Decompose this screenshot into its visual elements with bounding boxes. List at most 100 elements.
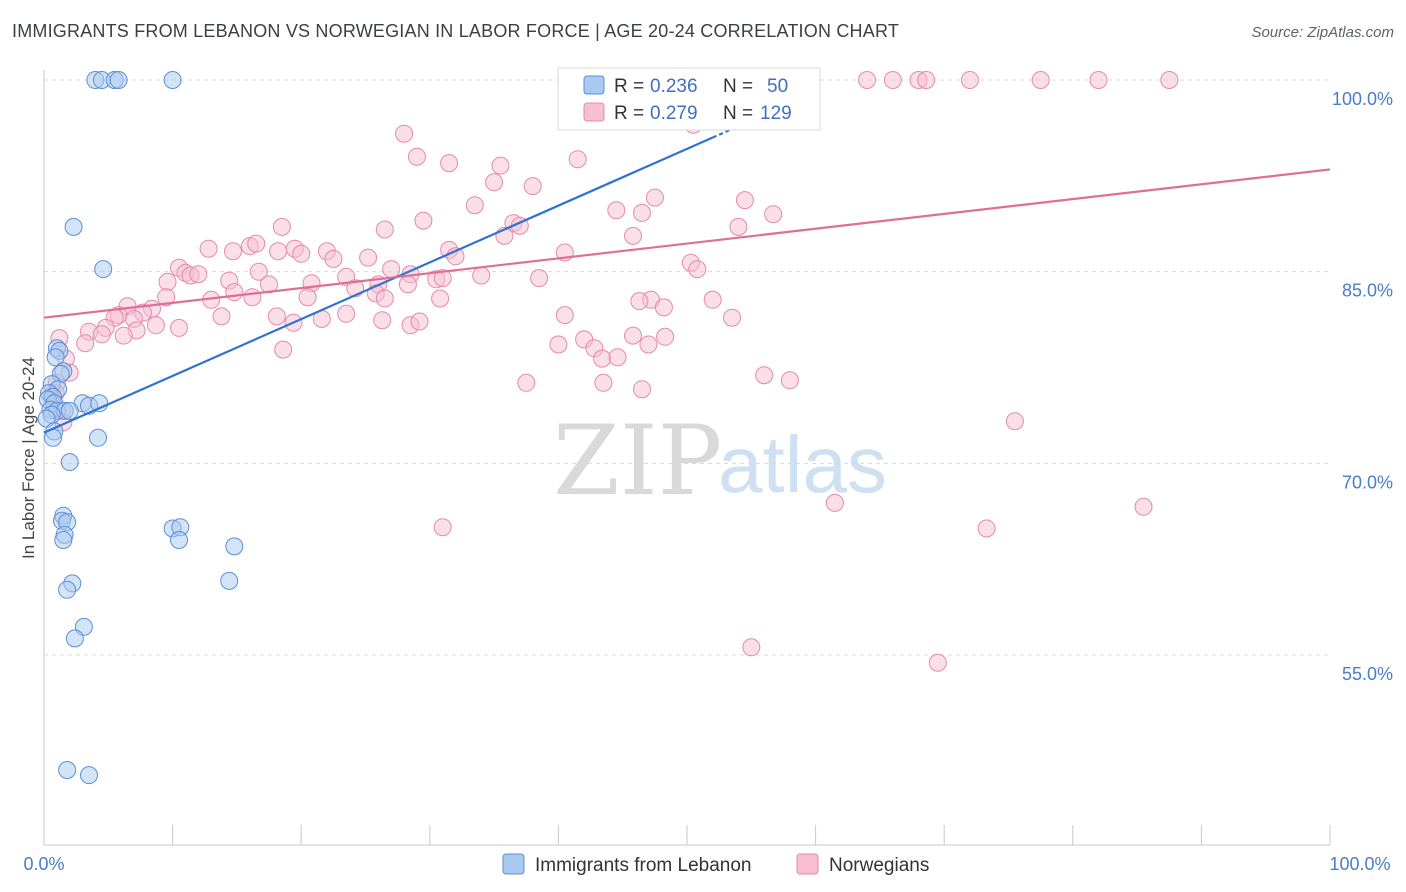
watermark-atlas: atlas xyxy=(718,420,887,509)
norwegians-point xyxy=(630,292,649,311)
stats-box: R = 0.236 N = 50 R = 0.279 N = 129 xyxy=(557,67,821,131)
stats-n-label-norwegians: N = xyxy=(723,103,753,124)
norwegians-point xyxy=(633,203,651,222)
stats-r-label-norwegians: R = xyxy=(614,103,644,124)
norwegians-point xyxy=(433,269,452,288)
norwegians-point xyxy=(92,325,111,344)
lebanon-point xyxy=(163,71,182,89)
norwegians-point xyxy=(224,242,242,261)
norwegians-point xyxy=(373,311,392,330)
norwegians-point xyxy=(491,156,510,175)
norwegians-point xyxy=(382,260,401,279)
norwegians-point xyxy=(594,373,613,392)
norwegians-point xyxy=(247,234,266,253)
norwegians-point xyxy=(170,318,188,337)
stats-n-label-lebanon: N = xyxy=(723,76,753,97)
y-axis-label: In Labor Force | Age 20-24 xyxy=(19,357,38,559)
norwegians-point xyxy=(928,653,947,672)
norwegians-point xyxy=(858,71,876,89)
norwegians-point xyxy=(1005,412,1024,431)
norwegians-point xyxy=(729,217,748,236)
norwegians-point xyxy=(1134,497,1153,516)
lebanon-point xyxy=(65,629,84,648)
lebanon-point xyxy=(46,348,65,367)
norwegians-point xyxy=(633,380,651,399)
norwegians-point xyxy=(212,307,231,326)
norwegians-point xyxy=(267,307,286,326)
lebanon-point xyxy=(60,453,79,472)
x-tick-label-0: 0.0% xyxy=(23,854,64,874)
stats-n-value-lebanon: 50 xyxy=(767,76,788,97)
y-tick-label-100: 100.0% xyxy=(1332,89,1393,109)
lebanon-point xyxy=(220,571,239,590)
norwegians-point xyxy=(568,150,587,169)
lebanon-points xyxy=(37,71,244,785)
stats-n-value-norwegians: 129 xyxy=(760,103,792,124)
norwegians-point xyxy=(243,288,262,307)
norwegians-point xyxy=(433,518,452,537)
norwegians-point xyxy=(375,220,394,239)
norwegians-point xyxy=(977,519,996,538)
norwegians-points xyxy=(42,71,1179,672)
legend-label-lebanon: Immigrants from Lebanon xyxy=(535,855,752,876)
x-axis-ticks xyxy=(43,825,1331,845)
norwegians-point xyxy=(607,201,626,220)
norwegians-point xyxy=(189,265,208,284)
trend-line-norwegians xyxy=(43,168,1331,319)
lebanon-point xyxy=(89,428,107,447)
norwegians-point xyxy=(274,340,293,359)
norwegians-point xyxy=(260,275,278,294)
norwegians-point xyxy=(337,304,356,323)
norwegians-point xyxy=(555,306,574,325)
norwegians-point xyxy=(624,326,642,345)
norwegians-point xyxy=(158,272,177,291)
stats-r-label-lebanon: R = xyxy=(614,76,644,97)
norwegians-point xyxy=(1089,71,1108,89)
norwegians-point xyxy=(375,289,394,308)
norwegians-point xyxy=(395,124,414,143)
lebanon-point xyxy=(64,217,83,236)
norwegians-point xyxy=(645,188,664,207)
norwegians-point xyxy=(688,260,707,279)
lebanon-point xyxy=(58,580,77,599)
norwegians-point xyxy=(249,262,268,281)
norwegians-point xyxy=(703,290,722,309)
norwegians-point xyxy=(780,371,799,390)
lebanon-point xyxy=(60,401,79,420)
y-tick-label-85: 85.0% xyxy=(1342,281,1393,301)
trend-line-lebanon xyxy=(43,136,714,434)
norwegians-point xyxy=(269,242,288,261)
norwegians-point xyxy=(523,177,542,196)
legend: Immigrants from Lebanon Norwegians xyxy=(502,853,929,876)
lebanon-point xyxy=(94,260,113,279)
norwegians-point xyxy=(917,71,936,89)
norwegians-point xyxy=(465,196,484,215)
norwegians-point xyxy=(825,493,844,512)
norwegians-point xyxy=(608,348,627,367)
norwegians-point xyxy=(472,266,491,285)
watermark: ZIP atlas xyxy=(553,405,887,517)
legend-swatch-lebanon xyxy=(502,853,525,875)
stats-r-value-lebanon: 0.236 xyxy=(650,76,698,97)
stats-r-value-norwegians: 0.279 xyxy=(650,103,698,124)
norwegians-point xyxy=(593,349,612,368)
lebanon-point xyxy=(58,761,77,779)
norwegians-point xyxy=(272,217,291,236)
norwegians-point xyxy=(359,248,378,267)
x-tick-label-100: 100.0% xyxy=(1329,854,1390,874)
watermark-zip: ZIP xyxy=(553,405,722,517)
norwegians-point xyxy=(414,211,433,230)
stats-swatch-lebanon xyxy=(583,75,605,95)
norwegians-point xyxy=(199,239,218,258)
norwegians-point xyxy=(398,275,417,294)
norwegians-point xyxy=(755,366,774,385)
norwegians-point xyxy=(440,154,459,173)
legend-label-norwegians: Norwegians xyxy=(829,855,929,876)
lebanon-point xyxy=(225,537,244,556)
norwegians-point xyxy=(485,173,504,192)
norwegians-point xyxy=(1160,71,1179,89)
norwegians-point xyxy=(1031,71,1050,89)
norwegians-point xyxy=(114,326,133,345)
source-credit: Source: ZipAtlas.com xyxy=(1251,24,1394,41)
